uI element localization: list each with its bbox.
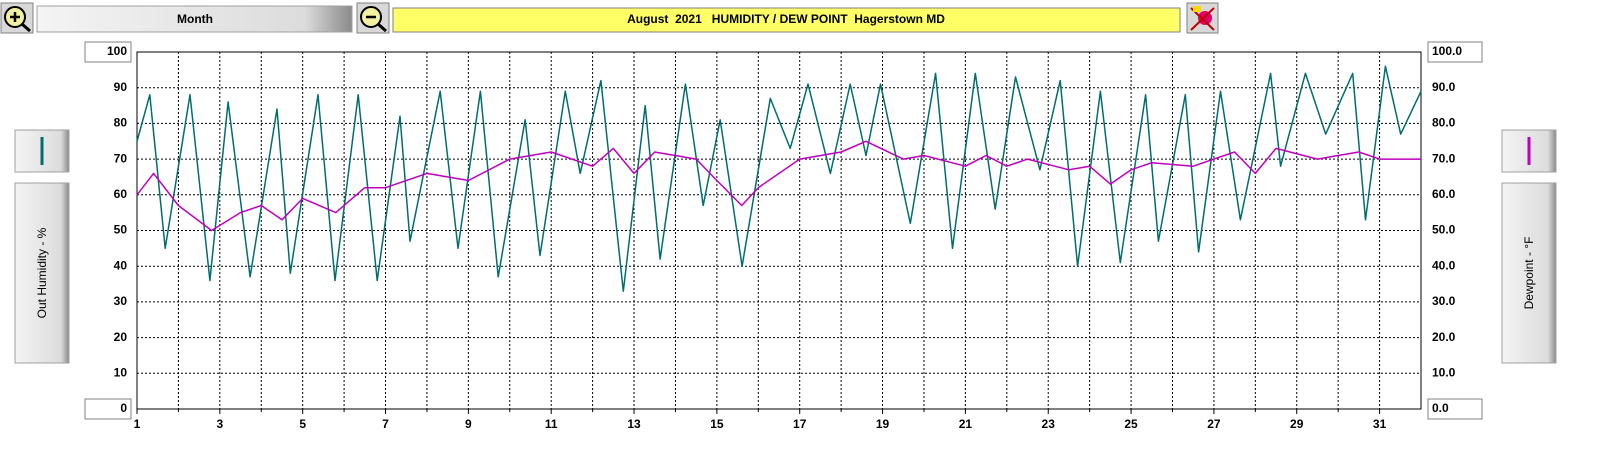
x-tick-label: 31 bbox=[1373, 417, 1387, 431]
x-tick-label: 5 bbox=[299, 417, 306, 431]
y2-tick-label: 80.0 bbox=[1432, 116, 1456, 130]
zoom-out-button[interactable] bbox=[356, 2, 390, 34]
x-tick-label: 25 bbox=[1124, 417, 1138, 431]
period-selector[interactable] bbox=[36, 5, 353, 33]
y-axis-button[interactable] bbox=[14, 182, 70, 364]
y-tick-label: 20 bbox=[114, 330, 128, 344]
y2-tick-label: 70.0 bbox=[1432, 151, 1456, 165]
x-tick-label: 19 bbox=[876, 417, 890, 431]
y2-tick-label: 20.0 bbox=[1432, 330, 1456, 344]
title-bar bbox=[392, 7, 1181, 33]
tick-box bbox=[1427, 41, 1483, 63]
chart-title: August 2021 HUMIDITY / DEW POINT Hagerst… bbox=[627, 12, 945, 26]
y-tick-label: 70 bbox=[114, 151, 128, 165]
y-tick-label: 40 bbox=[114, 258, 128, 272]
zoom-in-button[interactable] bbox=[0, 2, 34, 34]
y2-tick-label: 100.0 bbox=[1432, 44, 1462, 58]
y-tick-label: 10 bbox=[114, 365, 128, 379]
y-tick-label: 80 bbox=[114, 116, 128, 130]
x-tick-label: 21 bbox=[959, 417, 973, 431]
y2-tick-label: 30.0 bbox=[1432, 294, 1456, 308]
y-tick-label: 90 bbox=[114, 80, 128, 94]
y2-tick-label: 90.0 bbox=[1432, 80, 1456, 94]
x-tick-label: 15 bbox=[710, 417, 724, 431]
period-label: Month bbox=[177, 12, 213, 26]
x-tick-label: 7 bbox=[382, 417, 389, 431]
y-tick-label: 100 bbox=[107, 44, 127, 58]
y2-tick-label: 10.0 bbox=[1432, 365, 1456, 379]
x-tick-label: 27 bbox=[1207, 417, 1221, 431]
x-tick-label: 17 bbox=[793, 417, 807, 431]
x-tick-label: 23 bbox=[1042, 417, 1056, 431]
y2-tick-label: 40.0 bbox=[1432, 258, 1456, 272]
x-tick-label: 9 bbox=[465, 417, 472, 431]
y-tick-label: 50 bbox=[114, 223, 128, 237]
series-line bbox=[136, 65, 1422, 292]
x-tick-label: 29 bbox=[1290, 417, 1304, 431]
x-tick-label: 13 bbox=[627, 417, 641, 431]
color-tool-button[interactable] bbox=[1186, 2, 1219, 34]
x-tick-label: 3 bbox=[216, 417, 223, 431]
y2-tick-label: 60.0 bbox=[1432, 187, 1456, 201]
y2-tick-label: 0.0 bbox=[1432, 401, 1449, 415]
y2-axis-button[interactable] bbox=[1501, 182, 1557, 364]
y-tick-label: 60 bbox=[114, 187, 128, 201]
y-tick-label: 0 bbox=[120, 401, 127, 415]
tick-box bbox=[1427, 398, 1483, 420]
y-axis-label: Out Humidity - % bbox=[35, 227, 49, 318]
series-line bbox=[136, 140, 1421, 232]
y2-axis-label: Dewpoint - °F bbox=[1522, 237, 1536, 310]
x-tick-label: 1 bbox=[134, 417, 141, 431]
tick-box bbox=[84, 398, 132, 420]
y-tick-label: 30 bbox=[114, 294, 128, 308]
y2-tick-label: 50.0 bbox=[1432, 223, 1456, 237]
plot-frame bbox=[136, 51, 1422, 410]
tick-box bbox=[84, 41, 132, 63]
x-tick-label: 11 bbox=[545, 417, 558, 431]
